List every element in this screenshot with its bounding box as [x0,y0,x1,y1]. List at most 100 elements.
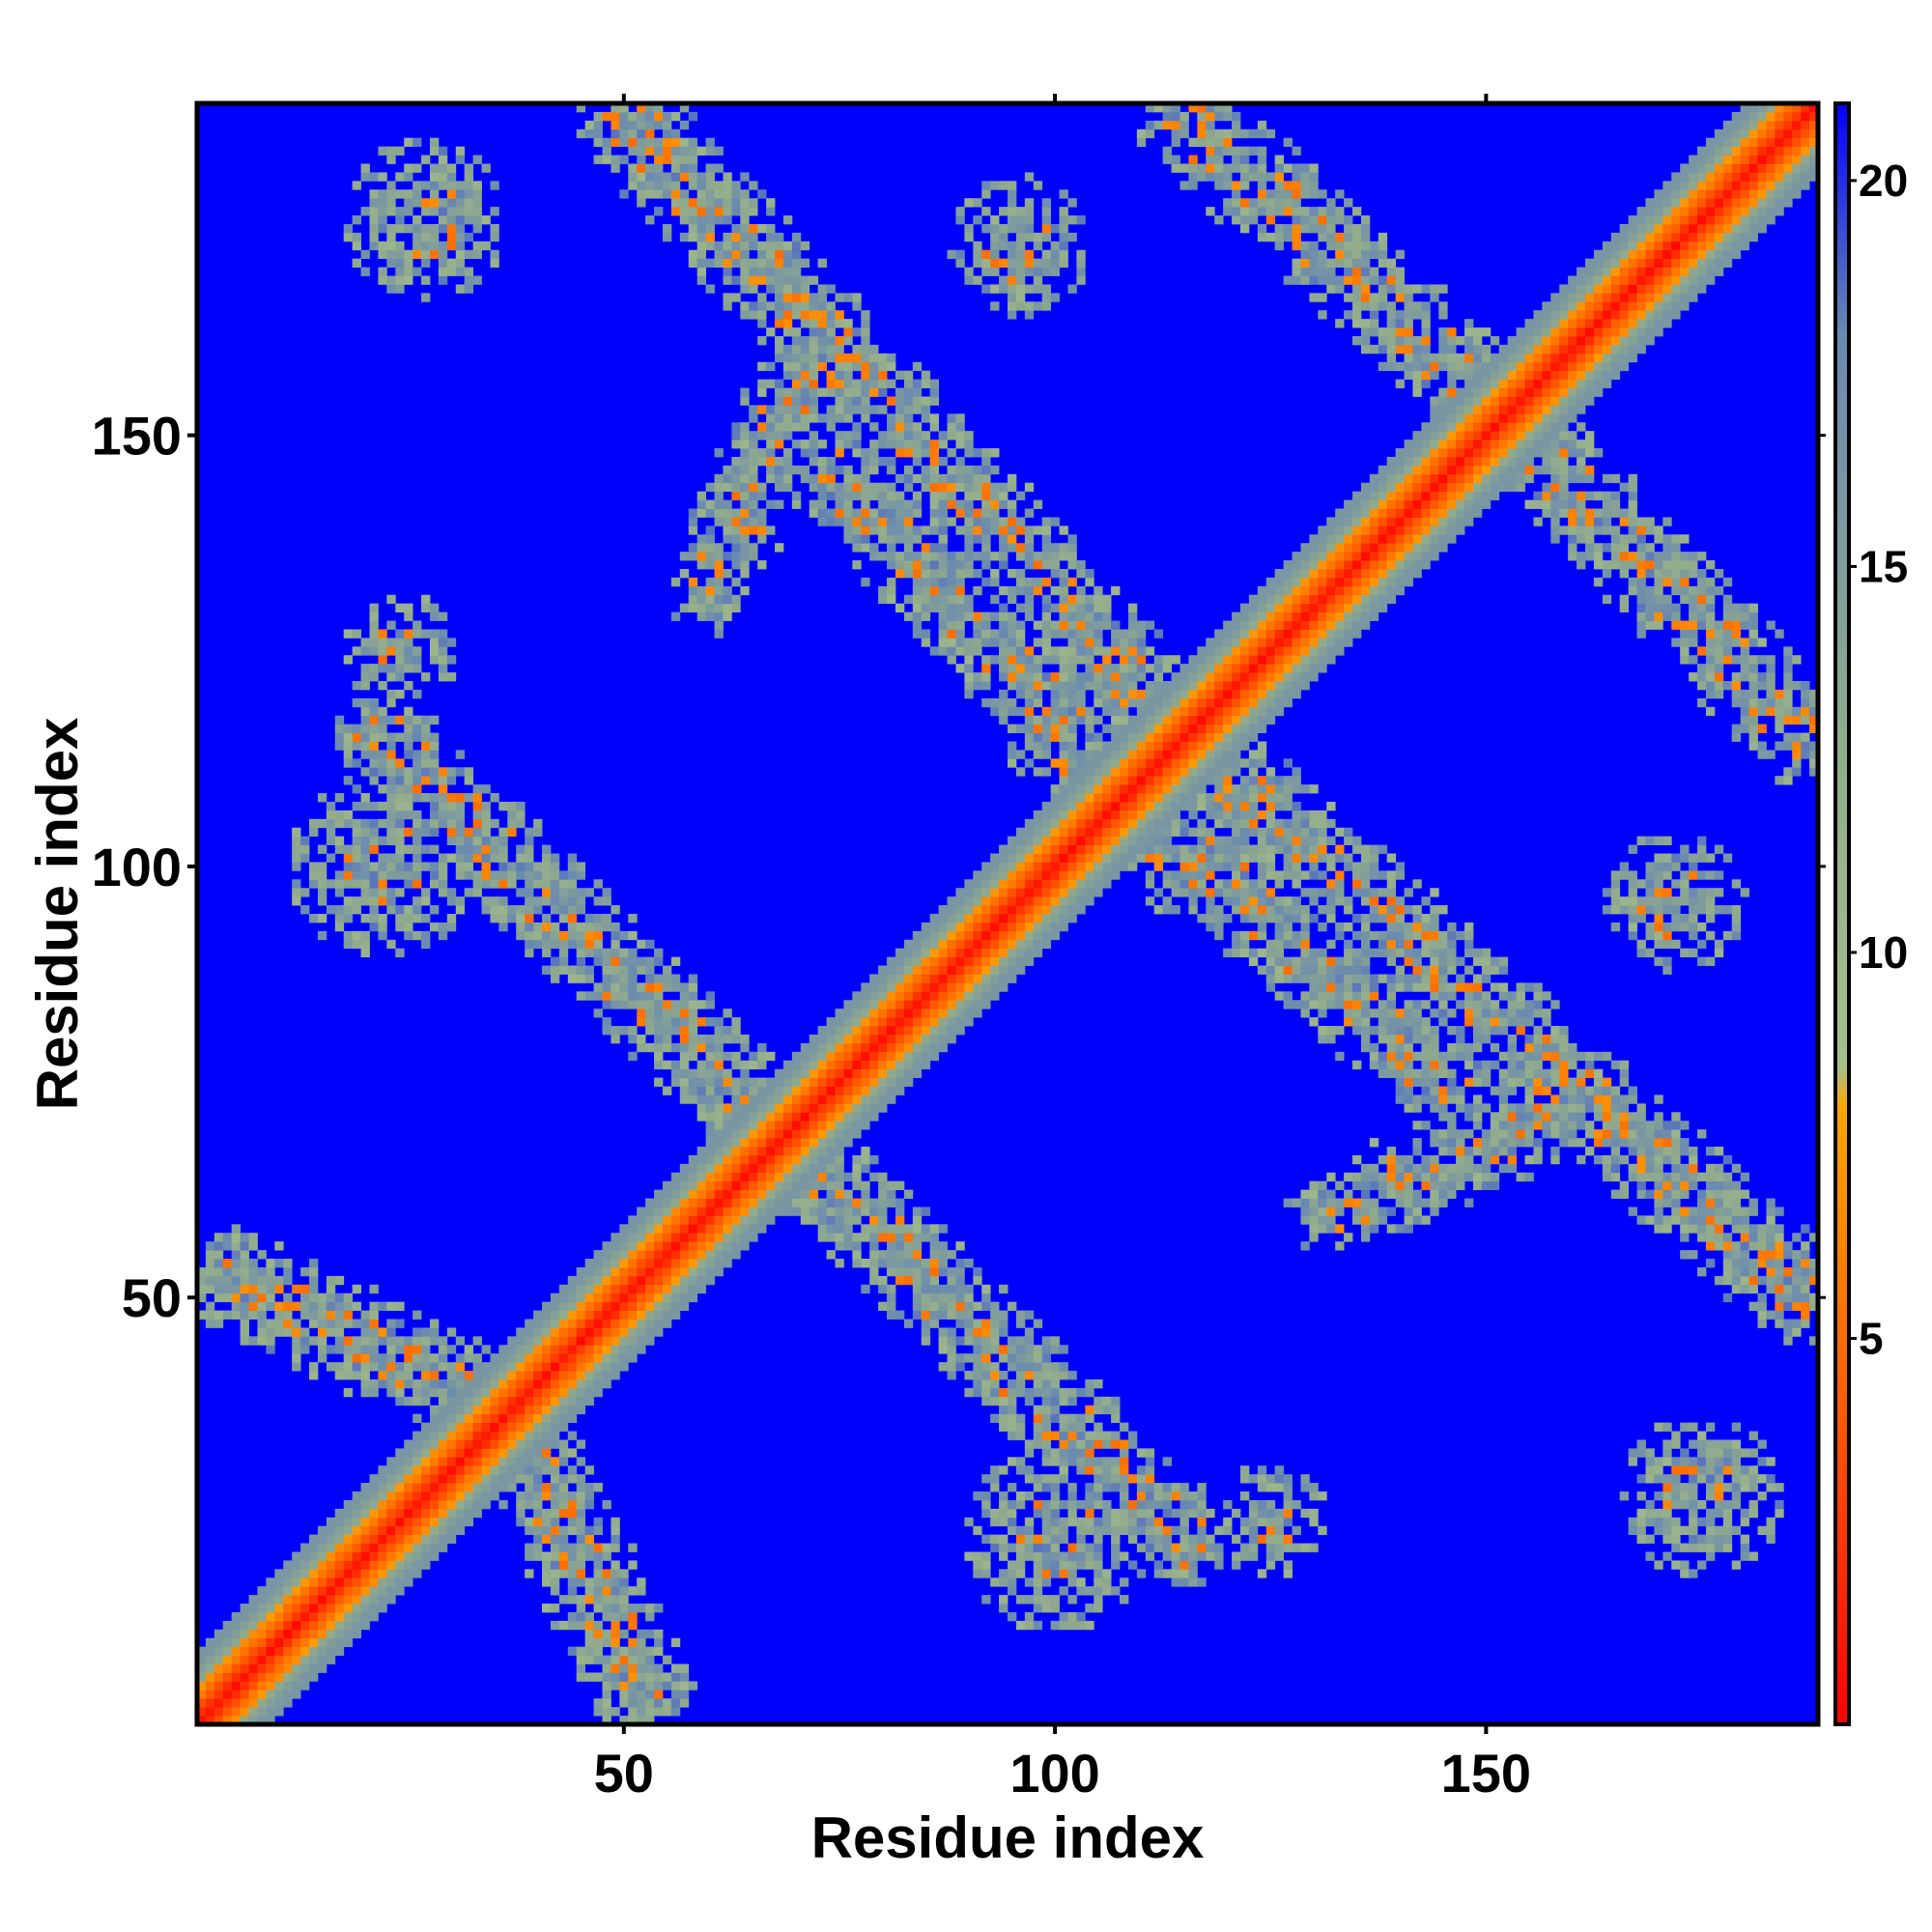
heatmap-cell [835,1146,844,1156]
heatmap-cell [654,1698,664,1708]
heatmap-cell [835,1215,844,1225]
heatmap-cell [895,1086,905,1095]
heatmap-cell [843,1060,853,1070]
heatmap-cell [1326,1224,1336,1234]
heatmap-cell [567,1620,578,1631]
heatmap-cell [481,1362,491,1372]
heatmap-cell [1748,1301,1758,1311]
heatmap-cell [343,1551,354,1561]
heatmap-cell [688,1207,698,1216]
heatmap-cell [283,1629,293,1639]
heatmap-cell [567,1319,578,1328]
heatmap-cell [714,1112,724,1122]
heatmap-cell [507,1483,517,1492]
heatmap-cell [637,991,646,1001]
heatmap-cell [257,1319,267,1328]
heatmap-cell [766,267,776,276]
heatmap-cell [990,1474,1000,1484]
heatmap-cell [688,1266,698,1277]
heatmap-cell [481,163,491,173]
heatmap-cell [317,844,327,854]
heatmap-cell [679,1241,690,1251]
heatmap-cell [542,862,552,871]
heatmap-cell [429,1336,440,1346]
heatmap-cell [628,1543,638,1552]
heatmap-cell [576,1345,586,1354]
heatmap-cell [1550,1154,1560,1165]
heatmap-cell [1386,1146,1397,1156]
heatmap-cell [360,724,370,733]
heatmap-cell [558,1413,569,1424]
heatmap-cell [481,1387,491,1398]
heatmap-cell [645,1629,655,1639]
heatmap-cell [525,1327,534,1337]
heatmap-cell [611,1310,620,1320]
heatmap-cell [1015,1569,1026,1578]
heatmap-cell [619,1266,629,1277]
heatmap-cell [1197,1525,1207,1536]
heatmap-cell [619,1698,629,1708]
heatmap-cell [1283,1198,1293,1208]
heatmap-cell [412,267,422,276]
heatmap-cell [1748,1275,1758,1286]
heatmap-cell [292,1284,301,1294]
heatmap-cell [1447,1086,1457,1095]
heatmap-cell [1645,1508,1655,1519]
heatmap-cell [637,1629,646,1639]
heatmap-cell [317,793,327,803]
heatmap-cell [1705,1439,1716,1449]
heatmap-cell [352,1499,361,1510]
heatmap-cell [723,1077,732,1087]
heatmap-cell [1619,1180,1630,1191]
heatmap-cell [1067,1551,1077,1561]
heatmap-cell [369,1284,379,1294]
heatmap-cell [525,870,534,880]
heatmap-cell [723,611,732,621]
heatmap-cell [567,1301,578,1311]
heatmap-cell [567,930,578,941]
heatmap-cell [775,465,784,475]
heatmap-cell [1318,1215,1327,1225]
heatmap-cell [533,818,543,829]
heatmap-cell [248,1690,258,1699]
heatmap-cell [334,1604,345,1613]
heatmap-cell [446,914,457,923]
heatmap-cell [343,1319,354,1328]
heatmap-cell [1585,1121,1595,1130]
heatmap-cell [558,905,569,915]
heatmap-cell [1309,1517,1319,1527]
heatmap-cell [412,862,422,871]
heatmap-cell [670,1017,681,1027]
heatmap-cell [1714,1233,1724,1242]
heatmap-cell [1748,1284,1758,1294]
heatmap-cell [1740,1517,1749,1527]
heatmap-cell [1378,1154,1388,1165]
heatmap-cell [464,888,474,897]
heatmap-cell [334,1646,345,1656]
heatmap-cell [1542,1112,1551,1122]
heatmap-cell [843,1172,853,1182]
heatmap-cell [360,948,370,958]
heatmap-cell [498,896,508,906]
heatmap-cell [464,1387,474,1398]
heatmap-cell [429,1499,440,1510]
heatmap-cell [412,1543,422,1552]
heatmap-cell [1111,1551,1121,1561]
heatmap-cell [576,870,586,880]
heatmap-cell [688,594,698,605]
heatmap-cell [628,1266,638,1277]
heatmap-cell [662,1681,672,1690]
heatmap-cell [705,241,715,251]
heatmap-cell [257,1655,267,1664]
heatmap-cell [688,172,698,182]
heatmap-cell [1801,1275,1810,1286]
heatmap-cell [455,801,466,811]
heatmap-cell [369,741,379,751]
heatmap-cell [300,1604,310,1613]
heatmap-cell [662,1259,672,1268]
heatmap-cell [395,258,405,268]
heatmap-cell [1171,1508,1180,1519]
heatmap-cell [645,1301,655,1311]
heatmap-cell [309,1637,319,1648]
heatmap-cell [1421,1060,1431,1070]
